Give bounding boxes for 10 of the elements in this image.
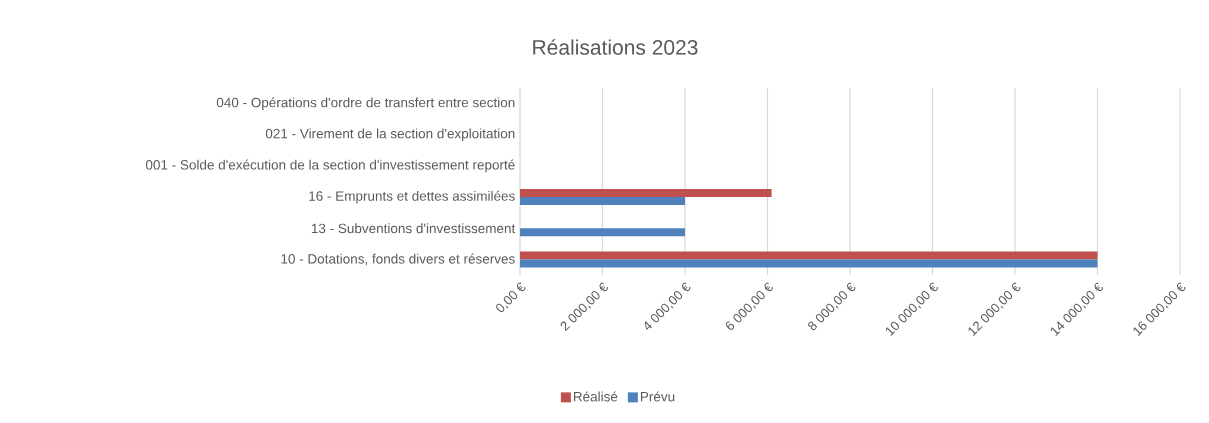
y-tick-label: 13 - Subventions d'investissement [311, 223, 516, 234]
legend-label: Réalisé [573, 391, 618, 402]
chart-title: Réalisations 2023 [533, 39, 698, 55]
y-tick-label: 001 - Solde d'exécution de la section d'investissement reporté [145, 159, 515, 173]
legend-label: Prévu [640, 391, 675, 402]
y-tick-label: 16 - Emprunts et dettes assimilées [309, 190, 515, 204]
x-tick-label: 0,00 € [496, 282, 526, 313]
y-tick-label: 040 - Opérations d'ordre de transfert entre section [216, 97, 515, 110]
y-tick-label: 021 - Virement de la section d'exploitation [265, 128, 515, 142]
y-tick-label: 10 - Dotations, fonds divers et réserves [281, 253, 515, 266]
